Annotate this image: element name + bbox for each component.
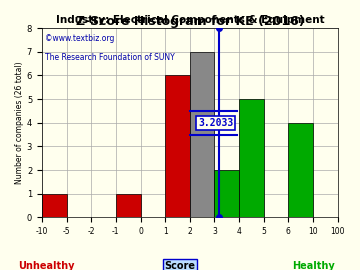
Bar: [215, 170, 239, 217]
Bar: [42, 194, 67, 217]
Text: ©www.textbiz.org: ©www.textbiz.org: [45, 34, 114, 43]
Text: Healthy: Healthy: [292, 261, 334, 270]
Title: Z-Score Histogram for KE (2016): Z-Score Histogram for KE (2016): [76, 15, 304, 28]
Text: 3.2033: 3.2033: [198, 118, 233, 128]
Text: Score: Score: [165, 261, 195, 270]
Bar: [116, 194, 140, 217]
Text: Unhealthy: Unhealthy: [19, 261, 75, 270]
Bar: [190, 52, 215, 217]
Text: Industry: Electrical Components & Equipment: Industry: Electrical Components & Equipm…: [55, 15, 324, 25]
Bar: [239, 99, 264, 217]
Y-axis label: Number of companies (26 total): Number of companies (26 total): [15, 62, 24, 184]
Bar: [288, 123, 313, 217]
Text: The Research Foundation of SUNY: The Research Foundation of SUNY: [45, 53, 175, 62]
Bar: [165, 75, 190, 217]
